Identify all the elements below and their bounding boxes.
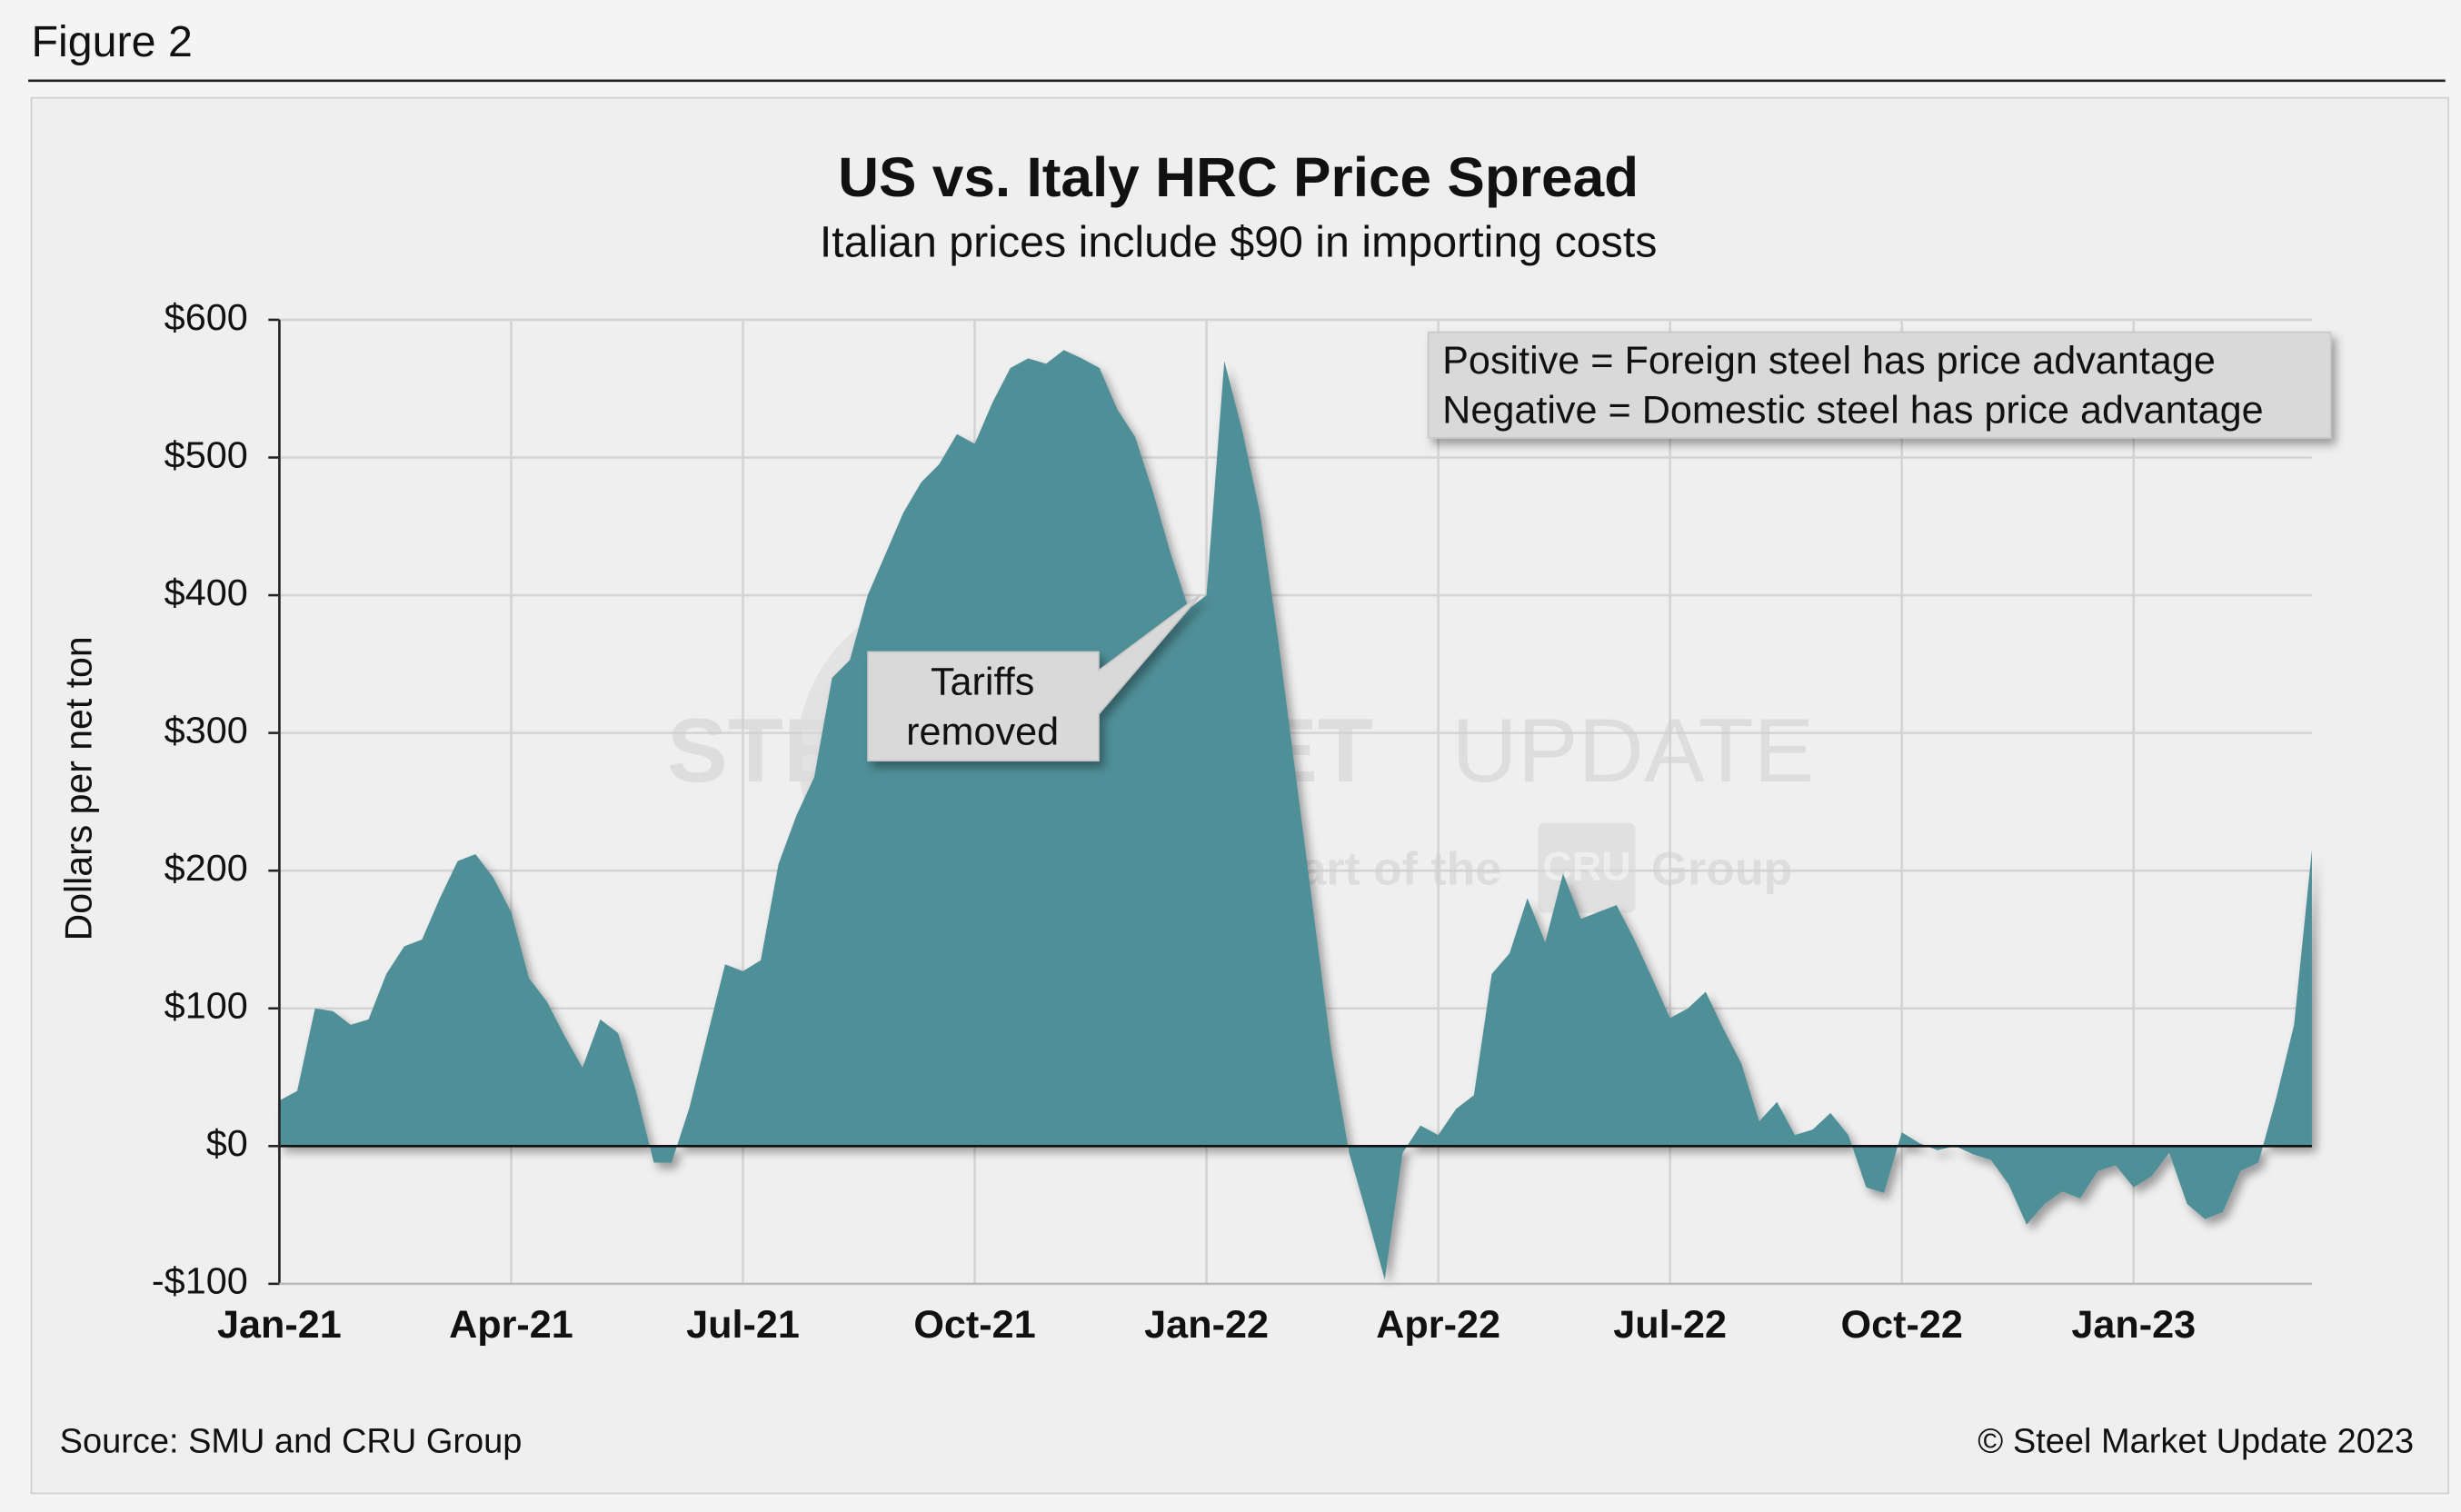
x-tick-label: Oct-22	[1841, 1303, 1963, 1347]
y-tick-label: $400	[164, 572, 248, 613]
y-tick-label: $600	[164, 296, 248, 338]
watermark-text: CRU	[1542, 845, 1630, 890]
x-tick-label: Jan-22	[1144, 1303, 1269, 1347]
note-box	[1427, 331, 2332, 439]
callout-text: Tariffs	[931, 661, 1034, 704]
y-tick-label: -$100	[152, 1260, 248, 1302]
chart-title: US vs. Italy HRC Price Spread	[838, 146, 1639, 209]
x-tick-label: Apr-21	[449, 1303, 573, 1347]
x-tick-label: Apr-22	[1376, 1303, 1500, 1347]
y-tick-label: $100	[164, 985, 248, 1027]
chart-subtitle: Italian prices include $90 in importing …	[820, 218, 1658, 267]
copyright: © Steel Market Update 2023	[1978, 1423, 2414, 1461]
y-tick-label: $500	[164, 434, 248, 476]
x-tick-label: Oct-21	[913, 1303, 1035, 1347]
source: Source: SMU and CRU Group	[60, 1423, 523, 1461]
figure-label: Figure 2	[32, 17, 193, 66]
area	[279, 350, 2312, 1280]
x-tick-label: Jan-23	[2071, 1303, 2196, 1347]
x-tick-label: Jul-22	[1613, 1303, 1727, 1347]
callout-text: removed	[906, 711, 1059, 754]
watermark-text: Group	[1651, 842, 1792, 895]
x-tick-label: Jan-21	[217, 1303, 342, 1347]
x-tick-label: Jul-21	[686, 1303, 800, 1347]
note-text: Negative = Domestic steel has price adva…	[1442, 389, 2263, 433]
callout-box	[867, 593, 1201, 761]
y-tick-label: $300	[164, 710, 248, 751]
y-tick-label: $200	[164, 847, 248, 889]
watermark-text: UPDATE	[1452, 701, 1815, 801]
note-text: Positive = Foreign steel has price advan…	[1442, 339, 2216, 383]
y-axis-label: Dollars per net ton	[58, 636, 100, 940]
y-tick-label: $0	[206, 1122, 248, 1164]
